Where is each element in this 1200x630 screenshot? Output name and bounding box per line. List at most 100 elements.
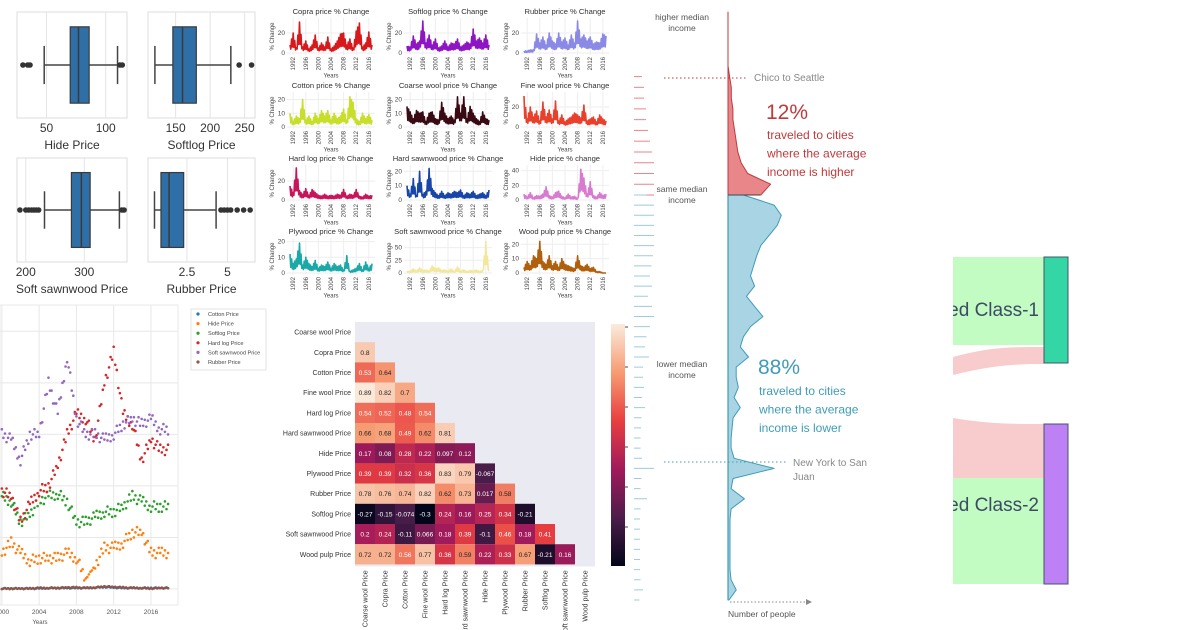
data-point (40, 421, 44, 424)
data-point (109, 546, 112, 550)
heatmap-cell (355, 362, 375, 383)
lower-percent: 88% (758, 356, 800, 379)
data-point (115, 547, 119, 550)
data-point (141, 531, 145, 535)
data-point (129, 415, 133, 419)
x-tick-label: 2016 (601, 276, 607, 290)
x-axis-label: Years (557, 74, 572, 80)
heatmap-cell (395, 463, 415, 484)
data-point (20, 547, 24, 551)
data-point (51, 556, 55, 560)
panel-title: Hard log price % Change (289, 154, 374, 163)
data-point (152, 549, 156, 552)
sankey-node[interactable] (1043, 256, 1069, 364)
heatmap-cell (435, 463, 455, 484)
data-point (134, 494, 137, 497)
heatmap-cell (435, 524, 455, 545)
x-tick-label: 2004 (563, 56, 569, 70)
x-tick-label: 2008 (342, 203, 348, 217)
tick-label: 200 (16, 265, 36, 279)
cell-value: 0.78 (359, 491, 372, 498)
cell-value: 0.72 (379, 552, 392, 559)
data-point (22, 556, 25, 560)
heatmap-cell (375, 524, 395, 545)
data-point (44, 496, 47, 500)
data-point (72, 516, 75, 520)
data-point (123, 409, 126, 412)
data-point (30, 558, 33, 562)
heatmap-cell (435, 423, 455, 444)
data-point (96, 516, 100, 520)
data-point (149, 510, 153, 514)
data-point (160, 451, 164, 454)
cell-value: 0.32 (399, 471, 412, 478)
x-tick-label: 1996 (538, 130, 544, 144)
x-tick-label: 1996 (304, 276, 310, 290)
data-point (31, 513, 35, 517)
data-point (121, 420, 125, 423)
data-point (149, 440, 153, 444)
lower-caption: traveled to cities (759, 384, 846, 398)
data-point (109, 439, 112, 443)
data-point (14, 445, 18, 449)
data-point (149, 546, 153, 550)
x-axis-label: Years (323, 294, 338, 300)
heatmap-cell (535, 544, 555, 565)
x-tick-label: 2000 (316, 203, 322, 217)
higher-income-area (727, 11, 772, 196)
series-line (289, 21, 373, 53)
data-point (141, 495, 145, 499)
data-point (14, 551, 18, 555)
data-point (48, 486, 52, 489)
data-point (65, 497, 69, 501)
small-multiple-panel: Hide price % change 1992 1996 2000 2004 2008 2… (504, 154, 609, 227)
data-point (79, 520, 83, 524)
data-point (87, 516, 91, 520)
scatter-series (0, 489, 170, 529)
data-point (68, 423, 72, 427)
axis-label: same median income (656, 184, 707, 205)
x-tick-label: 1996 (304, 130, 310, 144)
tick-label: 300 (74, 265, 94, 279)
tick-label: 2.5 (179, 265, 196, 279)
legend-label: Hide Price (208, 322, 234, 328)
data-point (145, 541, 148, 544)
y-tick-label: 0 (281, 270, 285, 277)
data-point (64, 365, 67, 368)
heatmap-cell (355, 524, 375, 545)
data-point (53, 473, 56, 477)
data-point (146, 419, 150, 422)
cell-value: 0.62 (419, 431, 432, 438)
series-line (406, 167, 490, 200)
data-point (54, 559, 58, 562)
higher-caption: where the average (766, 147, 867, 161)
sankey-node[interactable] (1043, 423, 1069, 585)
data-point (163, 430, 167, 434)
outlier-point (236, 62, 242, 68)
x-tick-label: 2008 (459, 56, 465, 70)
x-tick-label: 2012 (354, 56, 360, 70)
series-line (523, 95, 607, 126)
column-label: Coarse wool Price (363, 570, 370, 627)
data-point (42, 489, 46, 493)
x-tick-label: 2000 (433, 276, 439, 290)
cell-value: 0.2 (360, 532, 369, 539)
data-point (16, 548, 19, 551)
y-tick-label: 20 (278, 97, 286, 104)
data-point (19, 464, 22, 467)
heatmap-cell (415, 483, 435, 504)
y-tick-label: 20 (395, 168, 403, 175)
panel-title: Hard sawnwood price % Change (393, 154, 504, 163)
cell-value: 0.56 (399, 552, 412, 559)
x-tick-label: 1996 (304, 203, 310, 217)
outlier-point (119, 62, 126, 68)
data-point (157, 449, 161, 453)
legend-box (190, 308, 267, 371)
data-point (8, 491, 11, 495)
data-point (23, 448, 27, 452)
data-point (9, 505, 13, 508)
column-label: Rubber Price (523, 570, 530, 611)
data-point (54, 402, 58, 405)
data-point (155, 551, 159, 555)
data-point (48, 489, 52, 492)
